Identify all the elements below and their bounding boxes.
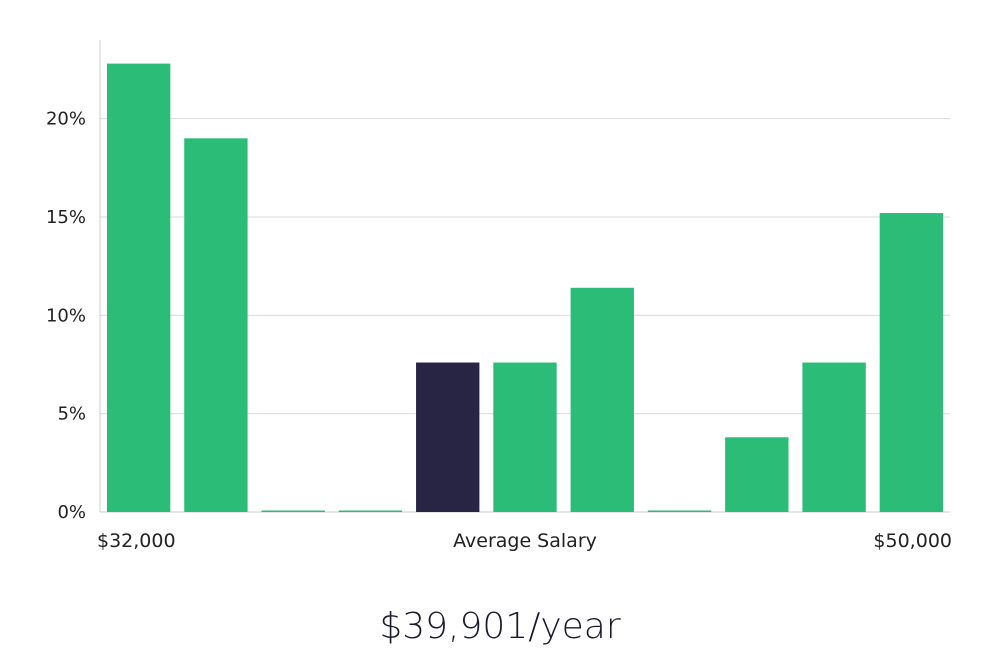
x-axis-min-label: $32,000 <box>97 530 176 552</box>
average-salary-headline: $39,901/year <box>379 606 621 647</box>
highlighted-bar <box>416 362 480 512</box>
y-axis-ticks: 0% 5% 10% 15% 20% <box>46 109 86 523</box>
bar <box>338 510 403 512</box>
bar <box>106 63 171 512</box>
x-axis-max-label: $50,000 <box>873 530 952 552</box>
bar <box>725 437 789 512</box>
salary-histogram-chart: 0% 5% 10% 15% 20% $32,000 Average Salary $50… <box>46 40 952 552</box>
y-tick-label: 15% <box>46 207 86 228</box>
x-axis-title: Average Salary <box>453 530 597 552</box>
bar <box>493 362 557 512</box>
y-tick-label: 5% <box>57 404 86 425</box>
bar <box>570 287 634 512</box>
y-tick-label: 10% <box>46 305 86 326</box>
bar <box>647 510 712 512</box>
bar <box>879 213 944 513</box>
bar <box>184 138 248 513</box>
y-tick-label: 0% <box>57 502 86 523</box>
bar <box>261 510 325 512</box>
bars <box>106 63 944 513</box>
y-tick-label: 20% <box>46 109 86 130</box>
bar <box>802 362 866 512</box>
